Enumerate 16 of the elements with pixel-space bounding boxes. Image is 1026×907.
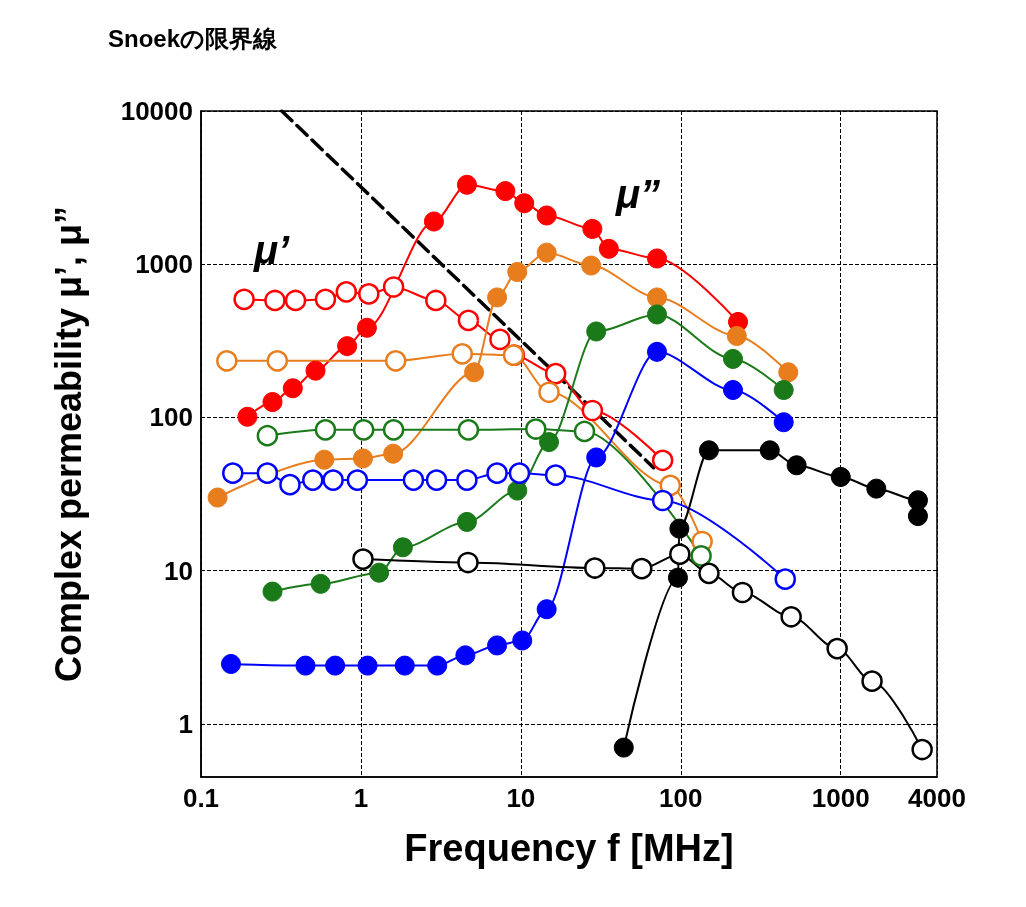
y-tick-label: 10 [164,555,193,586]
x-tick-label: 4000 [908,783,966,813]
y-tick-label: 1000 [135,249,193,280]
annotation: μ’ [253,228,291,272]
y-tick-label: 100 [149,402,193,433]
x-tick-label: 0.1 [182,783,220,813]
annotation: μ” [615,172,661,216]
y-axis-title: Complex permeability μ’, μ” [47,205,89,683]
text: Snoekの限界線 [108,24,279,52]
y-tick-label: 10000 [120,96,193,126]
x-tick-label: 1000 [811,783,870,813]
y-tick-label: 1 [178,708,193,739]
x-axis-title: Frequency f [MHz] [404,827,734,869]
x-tick-label: 1 [353,783,369,813]
x-tick-label: 10 [506,783,536,813]
x-tick-label: 100 [659,783,703,813]
